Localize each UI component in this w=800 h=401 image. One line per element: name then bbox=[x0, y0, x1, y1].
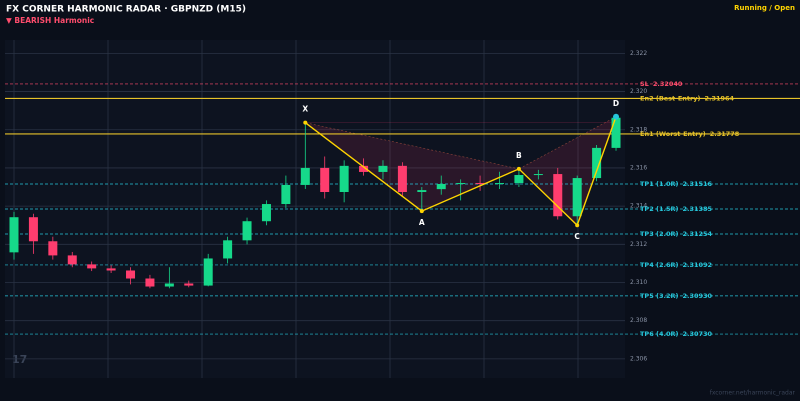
candle-body bbox=[261, 204, 271, 222]
candle-body bbox=[495, 183, 504, 185]
candle-body bbox=[514, 175, 524, 184]
level-value: 2.31092 bbox=[682, 261, 712, 269]
candle-body bbox=[203, 258, 213, 286]
level-name: SL bbox=[640, 80, 649, 88]
candle-body bbox=[456, 183, 466, 185]
level-value: 2.30730 bbox=[682, 330, 712, 338]
candle-body bbox=[359, 165, 369, 172]
y-tick-label: 2.310 bbox=[630, 279, 647, 286]
candle-body bbox=[475, 183, 485, 185]
level-name: TP6 (4.0R) bbox=[640, 330, 678, 338]
level-name: TP1 (1.0R) bbox=[640, 180, 678, 188]
candle-body bbox=[48, 241, 58, 256]
candle-body bbox=[533, 174, 543, 176]
pattern-point bbox=[516, 166, 521, 171]
level-name: TP5 (3.2R) bbox=[640, 292, 678, 300]
candle-body bbox=[242, 221, 252, 241]
candle-body bbox=[320, 167, 330, 193]
y-tick-label: 2.306 bbox=[630, 355, 647, 362]
candle-body bbox=[592, 147, 602, 179]
level-value: 2.31778 bbox=[710, 130, 740, 138]
candle-body bbox=[223, 240, 233, 259]
status: Running / Open bbox=[734, 4, 795, 12]
pattern-point bbox=[419, 209, 424, 214]
candle-body bbox=[28, 217, 38, 242]
level-value: 2.31964 bbox=[704, 94, 734, 102]
candle-body bbox=[9, 217, 19, 253]
level-name: En2 (Best-Entry) bbox=[640, 94, 700, 102]
candle-body bbox=[339, 165, 349, 193]
y-tick-label: 2.312 bbox=[630, 241, 647, 248]
y-tick-label: 2.318 bbox=[630, 126, 647, 133]
candle-body bbox=[572, 178, 582, 217]
candle-body bbox=[106, 268, 116, 271]
candle-body bbox=[67, 255, 77, 265]
candle-body bbox=[87, 264, 97, 269]
level-value: 2.32040 bbox=[653, 80, 683, 88]
candle-body bbox=[184, 283, 194, 286]
watermark: 17 bbox=[12, 353, 27, 366]
level-name: En1 (Worst-Entry) bbox=[640, 130, 706, 138]
footer: fxcorner.net/harmonic_radar bbox=[710, 390, 796, 397]
candle-body bbox=[553, 174, 563, 217]
title: FX CORNER HARMONIC RADAR · GBPNZD (M15) bbox=[6, 5, 246, 15]
pattern-point bbox=[575, 223, 580, 228]
candle-body bbox=[281, 184, 291, 205]
level-name: TP2 (1.5R) bbox=[640, 205, 678, 213]
level-name: TP3 (2.0R) bbox=[640, 230, 678, 238]
plot: 2.322 2.320 2.318 2.316 2.314 2.312 2.310 2.308… bbox=[5, 40, 800, 378]
candle-body bbox=[145, 278, 155, 287]
candle-body bbox=[436, 183, 446, 190]
level-name: TP4 (2.6R) bbox=[640, 261, 678, 269]
candle-body bbox=[164, 283, 174, 287]
pattern-point bbox=[303, 120, 308, 125]
candle-body bbox=[378, 165, 388, 172]
candle-body bbox=[417, 190, 427, 193]
level-value: 2.30930 bbox=[682, 292, 712, 300]
candle-body bbox=[611, 117, 621, 148]
pattern-label: D bbox=[613, 99, 619, 108]
pattern-label: A bbox=[419, 218, 425, 227]
signal: ▼ BEARISH Harmonic bbox=[6, 16, 94, 25]
y-tick-label: 2.316 bbox=[630, 164, 647, 171]
candle-body bbox=[397, 165, 407, 193]
candle-body bbox=[300, 167, 310, 185]
pattern-label: B bbox=[516, 151, 522, 160]
level-value: 2.31516 bbox=[682, 180, 712, 188]
level-value: 2.31385 bbox=[682, 205, 712, 213]
pattern-point bbox=[613, 113, 620, 120]
candle-body bbox=[126, 270, 136, 279]
y-tick-label: 2.322 bbox=[630, 50, 647, 57]
y-tick-label: 2.308 bbox=[630, 317, 647, 324]
y-tick-label: 2.314 bbox=[630, 203, 647, 210]
pattern-label: C bbox=[574, 232, 580, 241]
level-value: 2.31254 bbox=[682, 230, 712, 238]
pattern-label: X bbox=[302, 105, 308, 114]
y-tick-label: 2.320 bbox=[630, 88, 647, 95]
